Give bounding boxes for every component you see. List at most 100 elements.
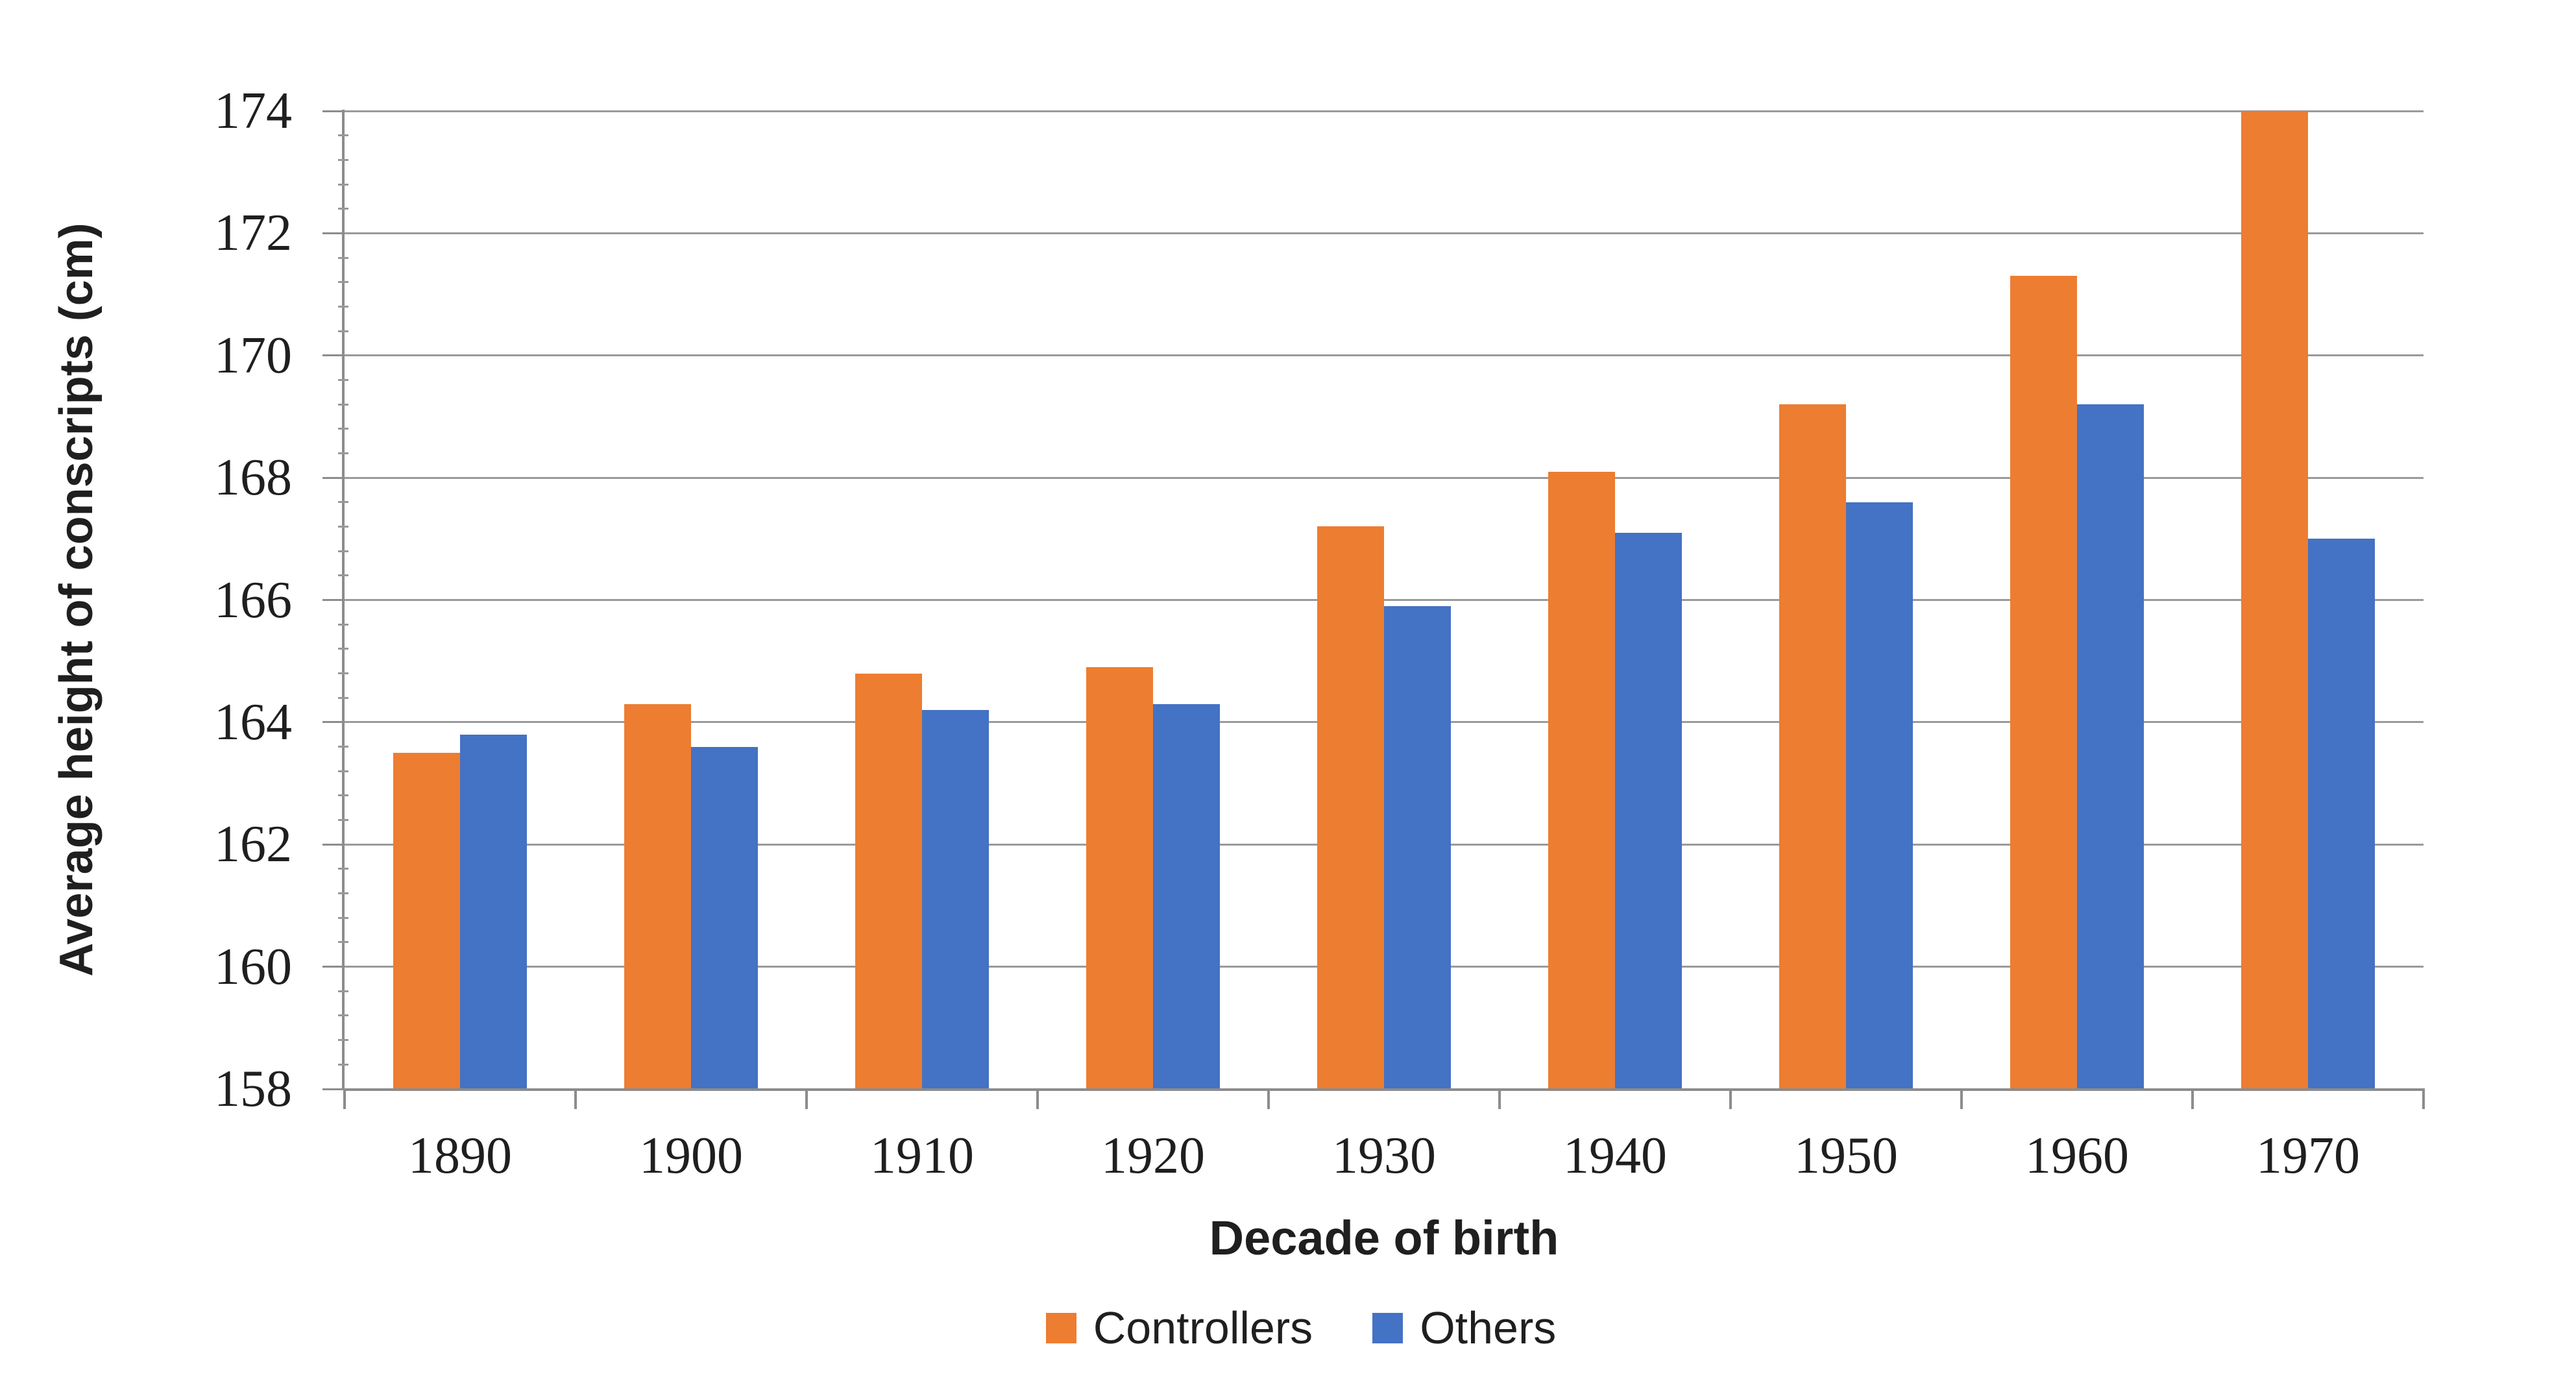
y-minor-tick (338, 574, 348, 577)
legend: Controllers Others (0, 1303, 2576, 1352)
y-minor-tick (338, 305, 348, 308)
y-minor-tick (338, 428, 348, 430)
y-major-tick-174 (322, 110, 345, 112)
bar-controllers-1910 (855, 673, 922, 1089)
y-minor-tick (338, 183, 348, 186)
y-minor-tick (338, 1039, 348, 1042)
y-major-tick-172 (322, 232, 345, 234)
bar-others-1910 (922, 710, 989, 1089)
y-minor-tick (338, 134, 348, 137)
bar-controllers-1970 (2241, 111, 2308, 1089)
y-minor-tick (338, 892, 348, 895)
x-axis-line (343, 1088, 2425, 1091)
y-major-tick-164 (322, 721, 345, 724)
gridline-172 (345, 232, 2424, 234)
y-tick-label-166: 166 (214, 571, 292, 629)
x-boundary-tick (1036, 1091, 1039, 1109)
x-tick-label-1930: 1930 (1332, 1127, 1436, 1184)
y-major-tick-168 (322, 476, 345, 479)
legend-swatch-others (1372, 1312, 1403, 1343)
bar-others-1950 (1846, 502, 1913, 1089)
y-minor-tick (338, 770, 348, 772)
bar-controllers-1940 (1548, 471, 1615, 1089)
bar-others-1890 (460, 734, 527, 1089)
bar-others-1930 (1384, 605, 1451, 1089)
y-major-tick-170 (322, 354, 345, 357)
bar-controllers-1920 (1086, 667, 1153, 1089)
x-boundary-tick (1267, 1091, 1270, 1109)
y-minor-tick (338, 208, 348, 210)
y-tick-label-174: 174 (214, 82, 292, 140)
legend-label-others: Others (1420, 1302, 1557, 1353)
y-minor-tick (338, 330, 348, 332)
y-minor-tick (338, 158, 348, 161)
plot-area (345, 110, 2424, 1089)
y-minor-tick (338, 916, 348, 919)
x-tick-label-1910: 1910 (870, 1127, 974, 1184)
y-axis-line (342, 110, 345, 1090)
bar-controllers-1930 (1317, 526, 1384, 1089)
x-boundary-tick (343, 1091, 346, 1109)
x-boundary-tick (2191, 1091, 2194, 1109)
bar-others-1920 (1153, 703, 1220, 1089)
y-minor-tick (338, 990, 348, 992)
y-minor-tick (338, 403, 348, 406)
bar-controllers-1900 (624, 703, 691, 1089)
y-minor-tick (338, 746, 348, 748)
y-minor-tick (338, 648, 348, 650)
x-tick-label-1950: 1950 (1794, 1127, 1898, 1184)
y-minor-tick (338, 452, 348, 454)
bar-controllers-1950 (1779, 404, 1846, 1089)
bar-others-1970 (2308, 539, 2375, 1089)
legend-item-others: Others (1372, 1304, 1556, 1352)
gridline-168 (345, 476, 2424, 479)
y-major-tick-160 (322, 966, 345, 968)
y-tick-label-162: 162 (214, 816, 292, 874)
y-tick-label-158: 158 (214, 1060, 292, 1118)
y-major-tick-162 (322, 843, 345, 846)
x-boundary-tick (1498, 1091, 1501, 1109)
x-tick-label-1960: 1960 (2025, 1127, 2129, 1184)
y-minor-tick (338, 868, 348, 870)
x-boundary-tick (574, 1091, 577, 1109)
y-minor-tick (338, 623, 348, 626)
y-major-tick-158 (322, 1088, 345, 1090)
y-minor-tick (338, 256, 348, 259)
legend-swatch-controllers (1045, 1312, 1076, 1343)
y-minor-tick (338, 1063, 348, 1066)
y-minor-tick (338, 378, 348, 381)
y-minor-tick (338, 525, 348, 528)
bar-controllers-1890 (393, 752, 460, 1089)
x-tick-label-1920: 1920 (1101, 1127, 1205, 1184)
bar-controllers-1960 (2010, 276, 2077, 1089)
bar-others-1960 (2077, 404, 2144, 1089)
y-minor-tick (338, 696, 348, 699)
y-minor-tick (338, 550, 348, 552)
x-boundary-tick (805, 1091, 808, 1109)
y-tick-label-164: 164 (214, 693, 292, 751)
legend-label-controllers: Controllers (1093, 1302, 1313, 1353)
y-minor-tick (338, 941, 348, 944)
x-axis-title: Decade of birth (1209, 1211, 1559, 1265)
gridline-170 (345, 354, 2424, 357)
y-minor-tick (338, 501, 348, 504)
gridline-166 (345, 599, 2424, 601)
x-boundary-tick (1729, 1091, 1732, 1109)
y-minor-tick (338, 819, 348, 822)
legend-item-controllers: Controllers (1045, 1302, 1313, 1353)
y-minor-tick (338, 672, 348, 675)
y-minor-tick (338, 281, 348, 284)
y-minor-tick (338, 794, 348, 797)
y-tick-label-168: 168 (214, 449, 292, 507)
bar-others-1900 (691, 746, 758, 1089)
x-tick-label-1970: 1970 (2256, 1127, 2360, 1184)
x-boundary-tick (2422, 1091, 2425, 1109)
y-axis-title: Average height of conscripts (cm) (51, 223, 103, 977)
y-major-tick-166 (322, 599, 345, 601)
gridline-174 (345, 110, 2424, 112)
x-tick-label-1890: 1890 (408, 1127, 512, 1184)
bar-others-1940 (1615, 532, 1682, 1089)
y-tick-label-170: 170 (214, 326, 292, 384)
x-boundary-tick (1960, 1091, 1963, 1109)
